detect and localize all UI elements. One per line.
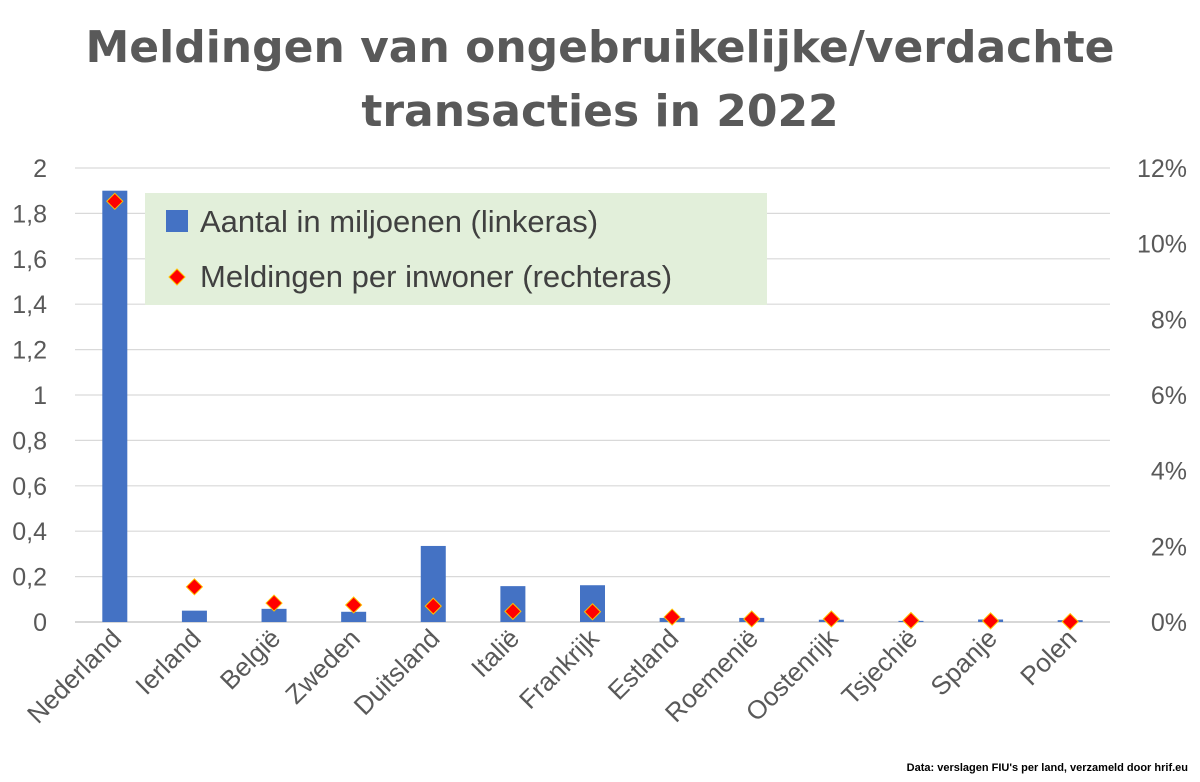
right-axis-tick-label: 8%: [1151, 306, 1187, 334]
left-axis-tick-label: 1,2: [12, 337, 47, 365]
left-axis-tick-label: 0: [33, 609, 47, 637]
left-axis-tick-label: 0,8: [12, 427, 47, 455]
data-point: [743, 610, 761, 628]
right-axis-ticks: 0% 2% 4% 6% 8% 10% 12%: [1137, 155, 1187, 637]
left-axis-tick-label: 1,4: [12, 291, 47, 319]
category-label: Frankrijk: [513, 622, 605, 714]
category-label: Polen: [1014, 623, 1082, 691]
category-label: Duitsland: [348, 623, 446, 721]
marker-series: [106, 192, 1079, 631]
right-axis-tick-label: 10%: [1137, 231, 1187, 259]
bar: [341, 611, 367, 622]
category-label: Italië: [465, 623, 525, 683]
data-point: [663, 608, 681, 626]
legend: Aantal in miljoenen (linkeras) Meldingen…: [145, 193, 767, 305]
left-axis-tick-label: 1,8: [12, 200, 47, 228]
data-point: [822, 610, 841, 628]
legend-label-markers: Meldingen per inwoner (rechteras): [200, 259, 672, 294]
right-axis-tick-label: 12%: [1137, 155, 1187, 183]
legend-swatch-markers: [168, 268, 186, 286]
bar-series: [102, 190, 1083, 622]
chart-title-line-2: transacties in 2022: [361, 86, 839, 137]
category-label: Spanje: [924, 623, 1002, 701]
legend-background: [145, 193, 767, 305]
legend-swatch-bars: [166, 210, 188, 232]
data-point: [504, 602, 522, 621]
left-axis-tick-label: 1,6: [12, 246, 47, 274]
bar: [102, 190, 128, 622]
left-axis-tick-label: 1: [33, 382, 47, 410]
bar: [181, 610, 207, 622]
right-axis-tick-label: 0%: [1151, 609, 1187, 637]
source-note: Data: verslagen FIU's per land, verzamel…: [906, 762, 1188, 774]
left-axis-ticks: 0 0,2 0,4 0,6 0,8 1 1,2 1,4 1,6 1,8 2: [12, 155, 47, 637]
left-axis-tick-label: 0,4: [12, 518, 47, 546]
data-point: [185, 578, 204, 596]
data-point: [981, 612, 1000, 630]
category-label: Tsjechië: [836, 623, 924, 711]
left-axis-tick-label: 0,2: [12, 564, 47, 592]
right-axis-tick-label: 6%: [1151, 382, 1187, 410]
right-axis-tick-label: 4%: [1151, 458, 1187, 486]
data-point: [106, 192, 124, 211]
data-point: [424, 597, 442, 615]
category-label: Ierland: [129, 623, 206, 700]
data-point: [583, 603, 602, 621]
category-label: Nederland: [21, 623, 127, 729]
chart-title-line-1: Meldingen van ongebruikelijke/verdachte: [85, 22, 1115, 73]
data-point: [344, 596, 363, 614]
bar: [261, 608, 287, 622]
data-point: [1061, 612, 1079, 631]
left-axis-tick-label: 0,6: [12, 473, 47, 501]
legend-label-bars: Aantal in miljoenen (linkeras): [200, 204, 598, 239]
category-label: België: [214, 623, 286, 695]
data-point: [902, 611, 920, 630]
data-point: [265, 594, 283, 612]
right-axis-tick-label: 2%: [1151, 533, 1187, 561]
left-axis-tick-label: 2: [33, 155, 47, 183]
